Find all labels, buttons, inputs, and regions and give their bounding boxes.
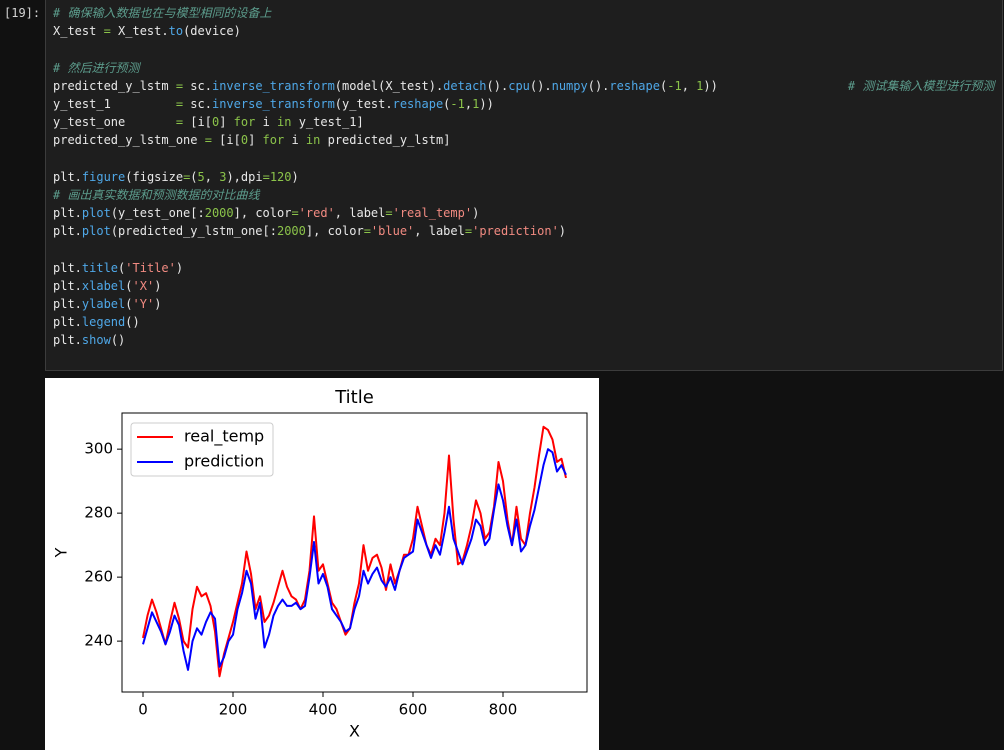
code-token: 120 [269,169,292,184]
code-line: plt.plot(predicted_y_lstm_one[:2000], co… [53,224,567,239]
code-token: = [175,115,184,130]
plot-output: Title X Y 0 200 400 600 800 240 260 280 300 real_tem… [45,378,599,750]
code-token: cpu [508,78,530,93]
code-token: 5 [197,169,205,184]
code-token: 'red' [298,206,335,221]
code-token: 2000 [204,206,234,221]
code-token: 'blue' [370,224,415,239]
code-block: plt.title('Title') plt.xlabel('X') plt.yla… [53,259,994,350]
legend-label: prediction [184,452,264,471]
x-tick-label: 400 [309,701,338,719]
code-line: y_test_1 = sc.inverse_transform(y_test.r… [53,96,494,111]
code-token: - [450,96,458,111]
code-line: # 确保输入数据也在与模型相同的设备上 [53,4,994,22]
code-block: # 确保输入数据也在与模型相同的设备上 X_test = X_test.to(de… [53,4,994,40]
code-token: ylabel [81,297,126,311]
code-token: in [277,115,292,130]
axes-frame [121,412,588,693]
code-token: for [262,133,285,148]
x-tick-label: 200 [219,701,248,719]
x-tick-label: 600 [399,701,428,719]
code-token: = [262,169,270,184]
code-token: 3 [219,169,227,184]
code-token: = [183,169,191,184]
code-token: numpy [551,78,588,93]
code-token: = [291,206,299,221]
code-token: 'prediction' [472,224,559,239]
code-token: 'Y' [132,297,155,311]
code-token: 1 [457,96,465,111]
series-line [142,448,567,671]
code-line: plt.show() [53,333,126,348]
code-token: = [204,133,212,148]
code-token: plot [81,224,111,239]
code-block: # 然后进行预测 predicted_y_lstm = sc.inverse_tr… [53,59,994,150]
code-token: xlabel [81,278,126,293]
cell-prompt: [19]: [4,6,41,20]
code-token: = [464,224,473,239]
chart-title: Title [334,387,374,408]
code-token: reshape [392,96,444,111]
code-token: # 确保输入数据也在与模型相同的设备上 [53,6,272,20]
y-tick-label: 240 [84,632,113,650]
code-token: 'real_temp' [392,206,473,221]
code-token: inverse_transform [211,96,335,111]
code-token: 0 [211,115,220,130]
code-line: predicted_y_lstm_one = [i[0] for i in pr… [53,133,451,148]
code-token: = [363,224,371,239]
code-token: in [305,133,321,148]
y-tick-label: 280 [84,504,113,522]
code-token: inverse_transform [211,78,335,93]
code-line: # 然后进行预测 [53,59,994,77]
code-token: # 然后进行预测 [53,60,140,75]
code-token: 1 [674,78,682,93]
code-line: plt.xlabel('X') [53,278,162,293]
code-token: = [385,206,393,221]
code-token: title [81,260,119,275]
series-line [142,425,567,678]
y-tick-label: 260 [84,568,113,586]
code-token: = [175,96,184,111]
x-axis-label: X [349,722,360,741]
code-line: y_test_one = [i[0] for i in y_test_1] [53,115,364,130]
code-token: 2000 [276,224,306,239]
code-token: plot [81,206,111,221]
code-line: X_test = X_test.to(device) [53,24,241,39]
legend: real_temp prediction [130,422,274,477]
y-axis-label: Y [52,547,71,558]
y-tick-label: 300 [84,440,113,458]
code-token: - [667,78,675,93]
code-line: plt.plot(y_test_one[:2000], color='red',… [53,206,480,221]
code-token: = [175,78,184,93]
code-cell[interactable]: # 确保输入数据也在与模型相同的设备上 X_test = X_test.to(de… [45,0,1003,371]
code-token: for [233,115,256,130]
code-token: 0 [240,133,249,148]
code-token: figure [81,169,126,184]
code-line: plt.legend() [53,315,140,330]
code-token: = [103,24,111,39]
code-token: legend [81,315,126,330]
code-token: show [81,333,111,348]
code-token: # 画出真实数据和预测数据的对比曲线 [53,187,260,202]
code-token: # 测试集输入模型进行预测 [847,78,995,93]
code-token: 1 [696,78,704,93]
code-token: reshape [609,78,660,93]
code-line: # 画出真实数据和预测数据的对比曲线 [53,186,994,204]
code-line: plt.title('Title') [53,260,184,275]
code-token: detach [443,78,487,93]
code-line: plt.ylabel('Y') [53,297,162,311]
code-token: to [168,24,184,39]
code-token: 'X' [132,278,155,293]
code-token: 1 [472,96,480,111]
code: # 确保输入数据也在与模型相同的设备上 X_test = X_test.to(de… [53,4,994,368]
code-block: plt.figure(figsize=(5, 3),dpi=120) # 画出真实… [53,168,994,241]
legend-label: real_temp [184,427,264,447]
x-tick-label: 800 [489,701,518,719]
code-line: predicted_y_lstm = sc.inverse_transform(… [53,78,995,93]
x-tick-label: 0 [138,701,148,719]
code-token: 'Title' [125,260,176,275]
code-line: plt.figure(figsize=(5, 3),dpi=120) [53,169,299,184]
